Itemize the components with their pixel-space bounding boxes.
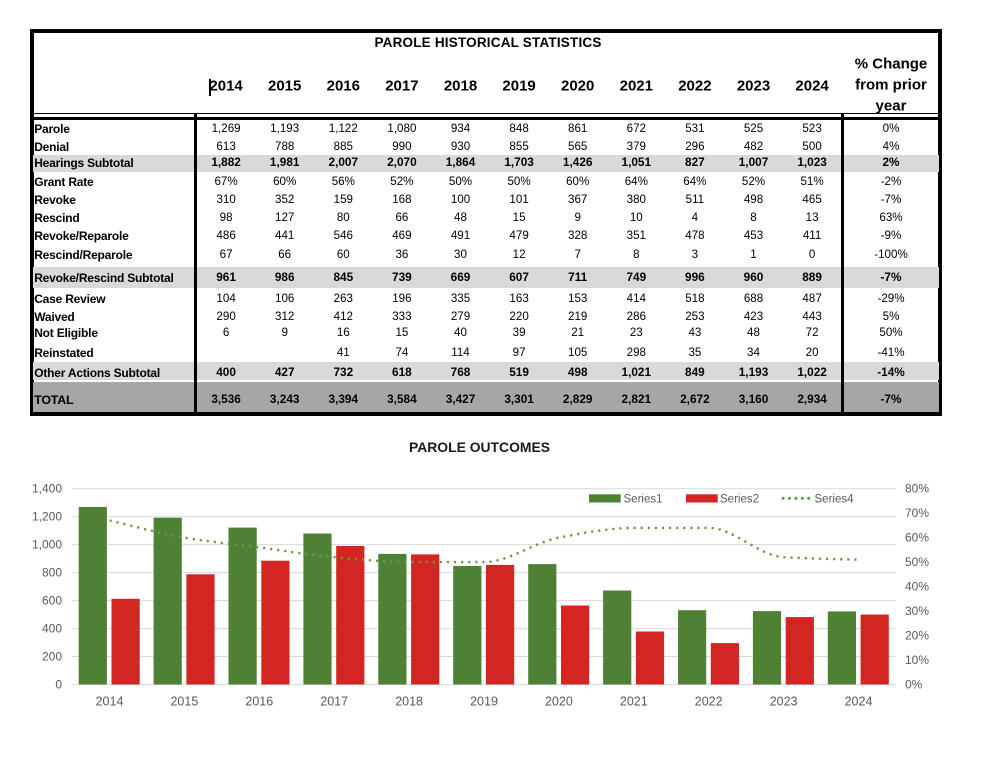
svg-text:2020: 2020 [545,695,573,709]
svg-text:2019: 2019 [470,695,498,709]
svg-text:2023: 2023 [770,695,798,709]
svg-text:600: 600 [42,594,62,608]
svg-text:1,200: 1,200 [32,510,62,524]
svg-text:Series4: Series4 [815,494,855,506]
svg-text:0%: 0% [905,678,923,692]
svg-text:2015: 2015 [170,695,198,709]
svg-text:2016: 2016 [245,695,273,709]
svg-text:2017: 2017 [320,695,348,709]
svg-text:Series1: Series1 [624,494,663,506]
svg-text:40%: 40% [905,580,929,594]
svg-text:2022: 2022 [695,695,723,709]
svg-text:800: 800 [42,566,62,580]
svg-text:Series2: Series2 [720,494,759,506]
svg-text:2018: 2018 [395,695,423,709]
svg-text:80%: 80% [905,482,929,496]
svg-text:1,400: 1,400 [32,482,62,496]
svg-text:1,000: 1,000 [32,538,62,552]
svg-text:20%: 20% [905,629,929,643]
svg-text:400: 400 [42,622,62,636]
svg-text:2021: 2021 [620,695,648,709]
svg-text:30%: 30% [905,604,929,618]
svg-text:200: 200 [42,650,62,664]
svg-text:70%: 70% [905,506,929,520]
svg-text:2024: 2024 [845,695,873,709]
svg-text:60%: 60% [905,531,929,545]
svg-text:50%: 50% [905,555,929,569]
svg-text:2014: 2014 [96,695,124,709]
svg-text:PAROLE OUTCOMES: PAROLE OUTCOMES [409,439,550,455]
svg-text:10%: 10% [905,653,929,667]
svg-text:0: 0 [55,678,62,692]
